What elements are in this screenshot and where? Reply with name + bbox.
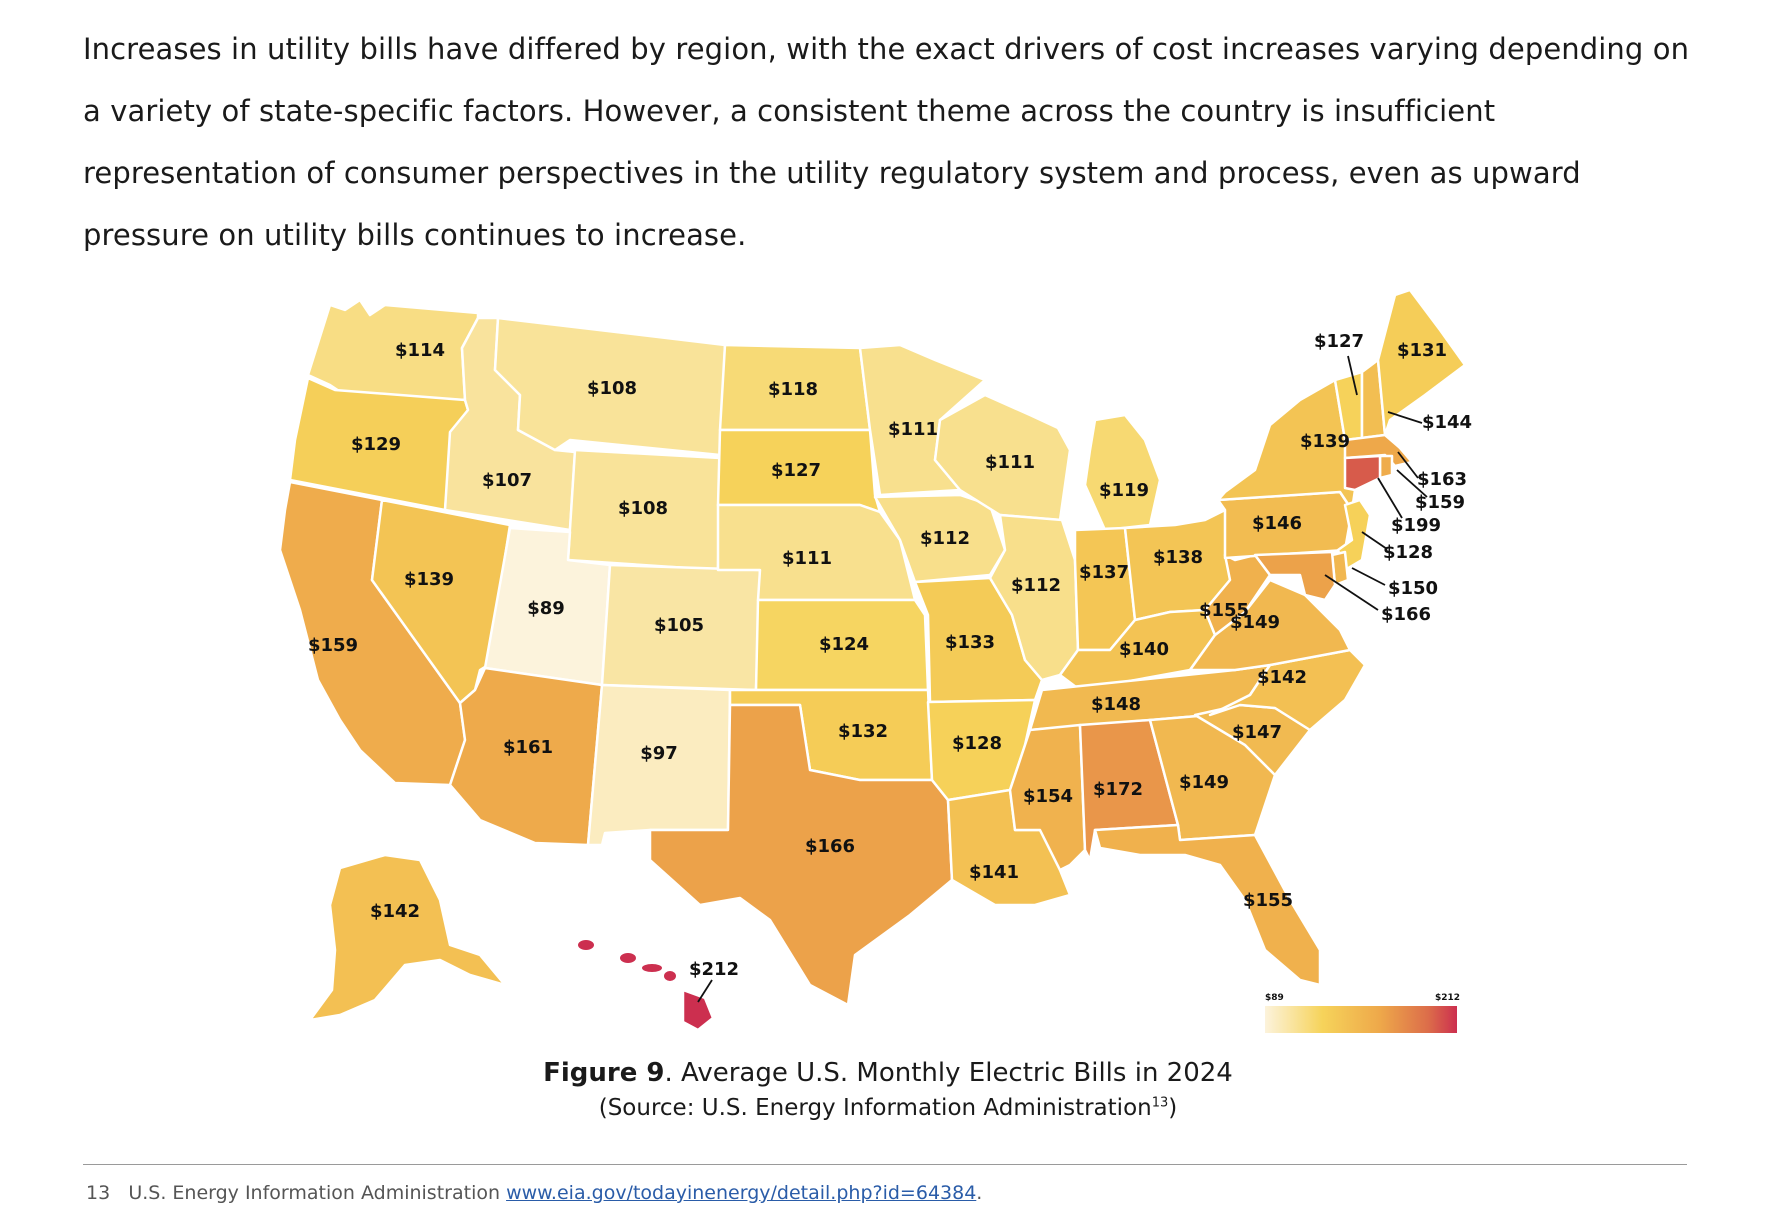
- state-label-ut: $89: [527, 598, 565, 619]
- state-label-al: $172: [1093, 779, 1143, 800]
- state-label-hi: $212: [689, 959, 739, 980]
- state-ak: [308, 853, 507, 1022]
- state-label-sd: $127: [771, 460, 821, 481]
- state-label-fl: $155: [1243, 890, 1293, 911]
- state-label-ok: $132: [838, 721, 888, 742]
- state-label-me: $131: [1397, 340, 1447, 361]
- leader-line-vt: [1347, 355, 1358, 396]
- state-label-ri: $159: [1415, 492, 1465, 513]
- state-label-ky: $140: [1119, 639, 1169, 660]
- state-label-sc: $147: [1232, 722, 1282, 743]
- leader-line-hi: [697, 979, 713, 1003]
- state-label-nc: $142: [1257, 667, 1307, 688]
- leader-line-ct: [1377, 477, 1403, 519]
- state-nc: [1208, 648, 1367, 732]
- state-ri: [1378, 454, 1394, 480]
- leader-line-ri: [1396, 469, 1428, 498]
- hawaii-small-islands: [578, 940, 676, 981]
- figure-title: . Average U.S. Monthly Electric Bills in…: [664, 1058, 1233, 1088]
- legend-gradient-bar: [1265, 1006, 1457, 1033]
- state-label-de: $150: [1388, 578, 1438, 599]
- state-label-ne: $111: [782, 548, 832, 569]
- state-label-ms: $154: [1023, 786, 1073, 807]
- state-label-wi: $111: [985, 452, 1035, 473]
- state-mi: [1083, 413, 1162, 532]
- footnote-divider: [83, 1164, 1687, 1165]
- state-ks: [754, 598, 930, 692]
- figure-source-suffix: ): [1168, 1095, 1178, 1121]
- state-label-nd: $118: [768, 379, 818, 400]
- state-wi: [933, 393, 1072, 522]
- state-label-md: $166: [1381, 604, 1431, 625]
- state-label-wv: $155: [1199, 600, 1249, 621]
- state-label-mn: $111: [888, 419, 938, 440]
- footnote-text: U.S. Energy Information Administration: [128, 1182, 501, 1204]
- state-label-ga: $149: [1179, 772, 1229, 793]
- hawaii-island-oahu: [620, 953, 636, 963]
- state-label-ca: $159: [308, 635, 358, 656]
- state-label-ny: $139: [1300, 431, 1350, 452]
- state-wa: [306, 298, 480, 402]
- state-fl: [1093, 823, 1322, 987]
- state-label-nj: $128: [1383, 542, 1433, 563]
- state-label-mo: $133: [945, 632, 995, 653]
- state-tx: [648, 703, 954, 1007]
- hawaii-island-kauai: [578, 940, 594, 950]
- hawaii-island-maui: [664, 971, 676, 981]
- leader-line-de: [1351, 567, 1386, 586]
- state-label-az: $161: [503, 737, 553, 758]
- legend-max-label: $212: [1435, 993, 1460, 1003]
- state-label-in: $137: [1079, 562, 1129, 583]
- leader-line-nh: [1387, 411, 1423, 424]
- state-label-ar: $128: [952, 733, 1002, 754]
- state-label-id: $107: [482, 470, 532, 491]
- state-label-ma: $163: [1417, 469, 1467, 490]
- state-label-mt: $108: [587, 378, 637, 399]
- hawaii-island-molokai: [642, 964, 662, 972]
- footnote: 13 U.S. Energy Information Administratio…: [86, 1182, 982, 1204]
- state-hi: [681, 988, 715, 1032]
- leader-line-md: [1324, 574, 1379, 611]
- state-label-mi: $119: [1099, 480, 1149, 501]
- footnote-trail: .: [976, 1182, 983, 1204]
- state-label-ia: $112: [920, 528, 970, 549]
- state-label-ak: $142: [370, 901, 420, 922]
- state-label-nv: $139: [404, 569, 454, 590]
- state-label-la: $141: [969, 862, 1019, 883]
- state-me: [1376, 288, 1467, 437]
- state-label-wa: $114: [395, 340, 445, 361]
- color-legend: $89 $212: [1265, 993, 1460, 1033]
- state-label-pa: $146: [1252, 513, 1302, 534]
- state-label-nh: $144: [1422, 412, 1472, 433]
- legend-min-label: $89: [1265, 993, 1284, 1003]
- state-label-il: $112: [1011, 575, 1061, 596]
- state-label-va: $149: [1230, 612, 1280, 633]
- state-nm: [586, 683, 732, 847]
- state-label-ct: $199: [1391, 515, 1441, 536]
- intro-paragraph: Increases in utility bills have differed…: [83, 32, 1690, 252]
- state-label-tn: $148: [1091, 694, 1141, 715]
- state-label-or: $129: [351, 434, 401, 455]
- state-md: [1253, 550, 1337, 602]
- state-label-oh: $138: [1153, 547, 1203, 568]
- state-ct: [1343, 454, 1382, 492]
- leader-line-nj: [1361, 531, 1388, 550]
- figure-caption: Figure 9. Average U.S. Monthly Electric …: [0, 1058, 1776, 1088]
- leader-line-ma: [1397, 451, 1419, 479]
- state-label-co: $105: [654, 615, 704, 636]
- figure-source-ref: 13: [1151, 1095, 1169, 1111]
- state-il: [988, 513, 1080, 682]
- figure-number: Figure 9: [543, 1058, 665, 1088]
- footnote-link[interactable]: www.eia.gov/todayinenergy/detail.php?id=…: [506, 1182, 977, 1204]
- state-label-tx: $166: [805, 836, 855, 857]
- state-label-wy: $108: [618, 498, 668, 519]
- callout-leaders: [697, 355, 1428, 1003]
- figure-source-prefix: (Source: U.S. Energy Information Adminis…: [598, 1095, 1152, 1121]
- state-label-vt: $127: [1314, 331, 1364, 352]
- figure-source: (Source: U.S. Energy Information Adminis…: [0, 1095, 1776, 1121]
- footnote-number: 13: [86, 1182, 111, 1204]
- state-label-ks: $124: [819, 634, 869, 655]
- state-label-nm: $97: [640, 743, 678, 764]
